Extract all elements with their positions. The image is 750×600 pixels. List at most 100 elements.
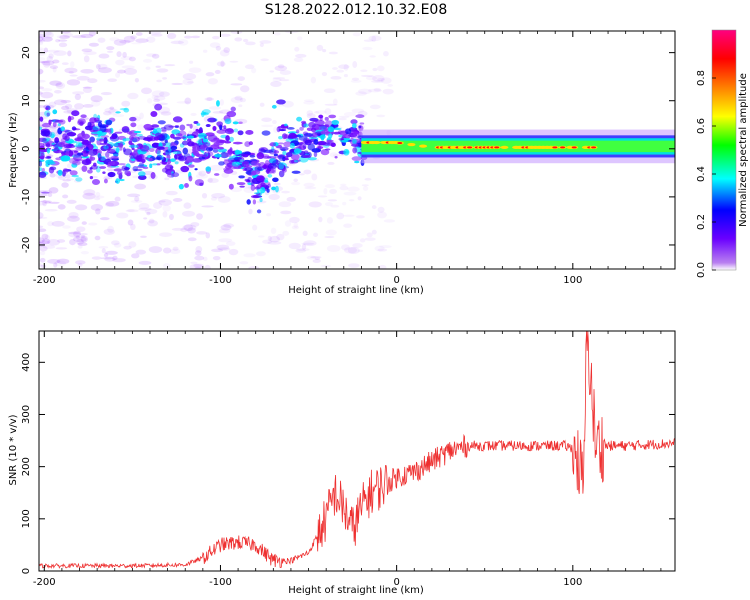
heatmap-ridge-blob	[328, 133, 333, 139]
heatmap-ridge-blob	[90, 164, 98, 170]
heatmap-noise-blob	[72, 91, 85, 95]
heatmap-ridge-blob	[321, 136, 325, 141]
heatmap-noise-blob	[107, 78, 118, 82]
heatmap-noise-blob	[332, 98, 338, 105]
heatmap-noise-blob	[46, 55, 53, 62]
heatmap-noise-blob	[112, 258, 126, 263]
heatmap-ridge-blob	[71, 110, 80, 117]
heatmap-noise-blob	[244, 64, 255, 70]
heatmap-noise-blob	[53, 50, 67, 56]
heatmap-ridge-blob	[250, 161, 260, 166]
spectrogram-xlabel: Height of straight line (km)	[288, 285, 424, 296]
heatmap-ridge-blob	[228, 183, 234, 190]
heatmap-noise-blob	[288, 242, 301, 250]
heatmap-ridge-blob	[327, 126, 335, 133]
heatmap-noise-blob	[218, 228, 231, 234]
snr-ytick-label: 400	[21, 353, 32, 372]
heatmap-noise-blob	[39, 105, 46, 108]
heatmap-noise-blob	[324, 184, 335, 189]
heatmap-ridge-blob	[39, 137, 47, 143]
heatmap-ridge-blob	[320, 149, 330, 156]
heatmap-noise-blob	[143, 217, 148, 220]
heatmap-noise-blob	[303, 182, 315, 188]
heatmap-ridge-blob	[258, 161, 266, 168]
heatmap-ridge-blob	[291, 170, 301, 174]
heatmap-noise-blob	[39, 47, 44, 50]
snr-ytick-label: 300	[21, 405, 32, 424]
spectrogram-ytick-label: -20	[21, 237, 32, 253]
heatmap-ridge-blob	[252, 170, 261, 175]
heatmap-noise-blob	[103, 111, 112, 116]
heatmap-ridge-blob	[238, 121, 243, 125]
heatmap-ridge-blob	[196, 123, 201, 126]
heatmap-ridge-blob	[113, 168, 123, 172]
heatmap-noise-blob	[48, 187, 59, 194]
heatmap-ridge-blob	[39, 167, 43, 172]
heatmap-noise-blob	[302, 230, 308, 236]
heatmap-noise-blob	[39, 245, 48, 252]
heatmap-ridge-blob	[67, 115, 72, 123]
heatmap-noise-blob	[39, 31, 44, 35]
heatmap-noise-blob	[376, 114, 386, 118]
heatmap-ridge-blob	[290, 153, 300, 161]
heatmap-ridge-blob	[307, 157, 317, 161]
heatmap-ridge-blob	[40, 191, 50, 194]
heatmap-ridge-blob	[304, 139, 312, 146]
heatmap-noise-blob	[189, 60, 194, 64]
heatmap-noise-blob	[62, 194, 69, 199]
heatmap-core-yellow	[372, 140, 381, 145]
heatmap-ridge-blob	[167, 158, 172, 165]
heatmap-ridge-blob	[236, 182, 246, 186]
heatmap-ridge-blob	[242, 153, 249, 158]
heatmap-noise-blob	[206, 97, 213, 101]
heatmap-ridge-blob	[351, 143, 359, 147]
heatmap-ridge-blob	[333, 131, 341, 135]
heatmap-ridge-blob	[283, 158, 290, 161]
heatmap-ridge-blob	[65, 150, 70, 156]
heatmap-ridge-blob	[157, 120, 166, 125]
heatmap-noise-blob	[95, 63, 101, 70]
heatmap-ridge-blob	[241, 161, 250, 168]
heatmap-noise-blob	[42, 244, 56, 249]
heatmap-ridge-blob	[287, 134, 298, 140]
heatmap-ridge-blob	[175, 133, 183, 137]
heatmap-ridge-blob	[266, 188, 270, 193]
heatmap-ridge-blob	[103, 145, 109, 150]
snr-panel: -200 -100 0 100 0 100 200 300 400 Height of stra…	[8, 330, 676, 596]
heatmap-ridge-blob	[99, 166, 107, 169]
heatmap-ridge-blob	[55, 157, 63, 161]
heatmap-noise-blob	[42, 36, 53, 42]
heatmap-noise-blob	[277, 64, 285, 69]
heatmap-ridge-blob	[248, 141, 254, 146]
heatmap-noise-blob	[153, 95, 166, 101]
heatmap-noise-blob	[131, 253, 140, 259]
heatmap-noise-blob	[276, 233, 285, 241]
heatmap-noise-blob	[220, 33, 231, 37]
heatmap-noise-blob	[56, 34, 71, 39]
heatmap-noise-blob	[325, 229, 337, 236]
heatmap-noise-blob	[364, 177, 372, 181]
heatmap-noise-blob	[80, 250, 89, 255]
heatmap-noise-blob	[39, 60, 51, 64]
heatmap-ridge-blob	[303, 123, 309, 128]
colorbar-tick-label: 0.6	[696, 118, 707, 134]
heatmap-ridge-blob	[60, 155, 71, 162]
heatmap-noise-blob	[119, 39, 131, 44]
heatmap-ridge-blob	[320, 130, 326, 135]
heatmap-ridge-blob	[115, 147, 120, 154]
heatmap-ridge-blob	[213, 142, 220, 147]
heatmap-noise-blob	[39, 35, 45, 42]
heatmap-ridge-blob	[276, 99, 286, 105]
heatmap-noise-blob	[267, 240, 282, 245]
heatmap-noise-blob	[39, 57, 46, 62]
heatmap-noise-blob	[77, 262, 83, 268]
heatmap-ridge-blob	[87, 121, 92, 128]
heatmap-noise-blob	[108, 108, 119, 115]
heatmap-noise-blob	[97, 67, 112, 74]
heatmap-noise-blob	[239, 85, 250, 93]
heatmap-core-red	[552, 146, 558, 149]
heatmap-ridge-blob	[189, 123, 193, 129]
heatmap-ridge-blob	[223, 125, 227, 130]
heatmap-noise-blob	[147, 98, 153, 104]
